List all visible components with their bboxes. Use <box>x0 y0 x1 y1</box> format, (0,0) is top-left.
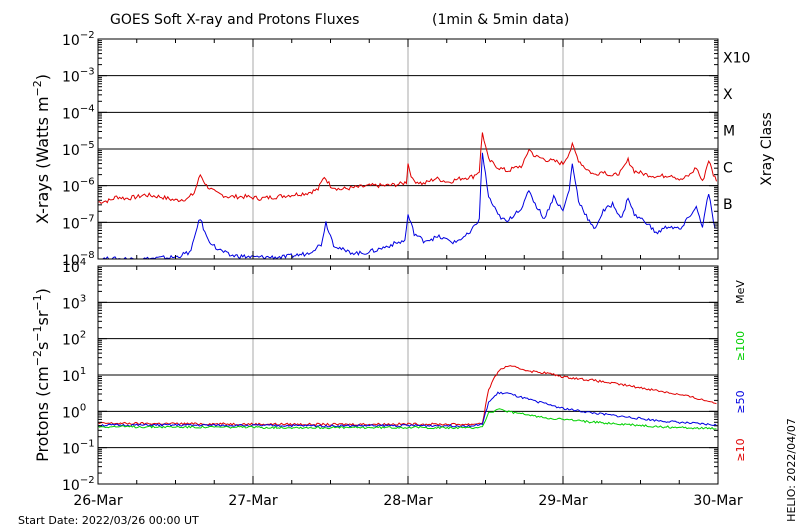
y-tick-label: 103 <box>62 293 86 312</box>
y-tick-label: 10−6 <box>62 177 95 196</box>
proton-energy-legend: ≥10 <box>734 438 747 461</box>
y-tick-label: 10−4 <box>62 103 95 122</box>
y-tick-label: 102 <box>62 330 86 349</box>
xray-class-label: X10 <box>723 50 750 66</box>
series-line-protons-1 <box>97 391 717 428</box>
y-tick-label: 10−2 <box>62 475 95 494</box>
y-tick-label: 10−7 <box>62 213 95 232</box>
xray-class-label: C <box>723 160 733 176</box>
xray-class-label: B <box>723 197 733 213</box>
y-tick-label: 101 <box>62 366 86 385</box>
xray-class-label: X <box>723 87 733 103</box>
series-line-xray-1 <box>98 152 717 261</box>
xray-class-label: M <box>723 124 735 140</box>
y-axis-label-protons: Protons (cm−2s−1sr−1) <box>31 288 52 462</box>
y-tick-label: 104 <box>62 257 86 276</box>
x-tick-label: 27-Mar <box>228 493 278 509</box>
x-tick-label: 29-Mar <box>538 493 588 509</box>
x-tick-label: 26-Mar <box>73 493 123 509</box>
y-tick-label: 100 <box>62 402 86 421</box>
proton-energy-legend: ≥100 <box>734 331 747 361</box>
y-axis-label-xray: X-rays (Watts m−2) <box>31 74 52 224</box>
x-tick-label: 30-Mar <box>693 493 743 509</box>
xray-class-axis-title: Xray Class <box>759 112 775 186</box>
proton-energy-legend: ≥50 <box>734 390 747 413</box>
y-tick-label: 10−1 <box>62 439 95 458</box>
y-tick-label: 10−8 <box>62 250 95 269</box>
chart-subtitle: (1min & 5min data) <box>432 12 569 28</box>
y-tick-label: 10−5 <box>62 140 95 159</box>
x-tick-label: 28-Mar <box>383 493 433 509</box>
proton-energy-unit: MeV <box>734 280 747 304</box>
start-date-label: Start Date: 2022/03/26 00:00 UT <box>18 514 199 527</box>
y-tick-label: 10−2 <box>62 30 95 49</box>
series-line-xray-0 <box>97 132 717 205</box>
chart-title: GOES Soft X-ray and Protons Fluxes <box>110 12 359 28</box>
helio-label: HELIO: 2022/04/07 <box>785 418 798 522</box>
series-line-protons-2 <box>97 408 717 430</box>
y-tick-label: 10−3 <box>62 67 95 86</box>
